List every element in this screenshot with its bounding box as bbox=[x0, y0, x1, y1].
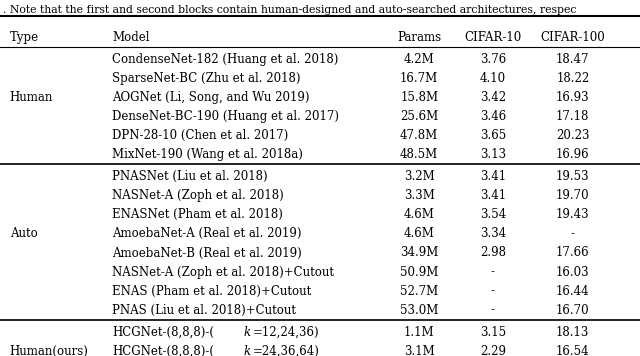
Text: 4.6M: 4.6M bbox=[404, 227, 435, 240]
Text: CondenseNet-182 (Huang et al. 2018): CondenseNet-182 (Huang et al. 2018) bbox=[112, 53, 339, 66]
Text: Params: Params bbox=[397, 31, 441, 44]
Text: Human(ours): Human(ours) bbox=[10, 345, 88, 356]
Text: CIFAR-10: CIFAR-10 bbox=[464, 31, 522, 44]
Text: 19.70: 19.70 bbox=[556, 189, 589, 202]
Text: 4.10: 4.10 bbox=[480, 72, 506, 85]
Text: 16.93: 16.93 bbox=[556, 91, 589, 104]
Text: 50.9M: 50.9M bbox=[400, 266, 438, 278]
Text: AmoebaNet-B (Real et al. 2019): AmoebaNet-B (Real et al. 2019) bbox=[112, 246, 301, 260]
Text: 34.9M: 34.9M bbox=[400, 246, 438, 260]
Text: 16.03: 16.03 bbox=[556, 266, 589, 278]
Text: -: - bbox=[571, 227, 575, 240]
Text: =24,36,64): =24,36,64) bbox=[253, 345, 320, 356]
Text: 3.1M: 3.1M bbox=[404, 345, 435, 356]
Text: 20.23: 20.23 bbox=[556, 129, 589, 142]
Text: PNAS (Liu et al. 2018)+Cutout: PNAS (Liu et al. 2018)+Cutout bbox=[112, 304, 296, 316]
Text: 3.13: 3.13 bbox=[480, 148, 506, 161]
Text: 2.29: 2.29 bbox=[480, 345, 506, 356]
Text: 1.1M: 1.1M bbox=[404, 325, 435, 339]
Text: 16.44: 16.44 bbox=[556, 284, 589, 298]
Text: 3.42: 3.42 bbox=[480, 91, 506, 104]
Text: 17.18: 17.18 bbox=[556, 110, 589, 123]
Text: AmoebaNet-A (Real et al. 2019): AmoebaNet-A (Real et al. 2019) bbox=[112, 227, 301, 240]
Text: 3.65: 3.65 bbox=[479, 129, 506, 142]
Text: 3.41: 3.41 bbox=[480, 189, 506, 202]
Text: 48.5M: 48.5M bbox=[400, 148, 438, 161]
Text: 16.7M: 16.7M bbox=[400, 72, 438, 85]
Text: 3.2M: 3.2M bbox=[404, 170, 435, 183]
Text: DPN-28-10 (Chen et al. 2017): DPN-28-10 (Chen et al. 2017) bbox=[112, 129, 288, 142]
Text: DenseNet-BC-190 (Huang et al. 2017): DenseNet-BC-190 (Huang et al. 2017) bbox=[112, 110, 339, 123]
Text: 15.8M: 15.8M bbox=[400, 91, 438, 104]
Text: 47.8M: 47.8M bbox=[400, 129, 438, 142]
Text: -: - bbox=[491, 284, 495, 298]
Text: AOGNet (Li, Song, and Wu 2019): AOGNet (Li, Song, and Wu 2019) bbox=[112, 91, 310, 104]
Text: PNASNet (Liu et al. 2018): PNASNet (Liu et al. 2018) bbox=[112, 170, 268, 183]
Text: -: - bbox=[491, 266, 495, 278]
Text: Auto: Auto bbox=[10, 227, 37, 240]
Text: CIFAR-100: CIFAR-100 bbox=[540, 31, 605, 44]
Text: 3.76: 3.76 bbox=[479, 53, 506, 66]
Text: 19.53: 19.53 bbox=[556, 170, 589, 183]
Text: 52.7M: 52.7M bbox=[400, 284, 438, 298]
Text: 53.0M: 53.0M bbox=[400, 304, 438, 316]
Text: ENAS (Pham et al. 2018)+Cutout: ENAS (Pham et al. 2018)+Cutout bbox=[112, 284, 311, 298]
Text: 3.34: 3.34 bbox=[479, 227, 506, 240]
Text: 19.43: 19.43 bbox=[556, 208, 589, 221]
Text: . Note that the first and second blocks contain human-designed and auto-searched: . Note that the first and second blocks … bbox=[3, 5, 577, 15]
Text: 18.47: 18.47 bbox=[556, 53, 589, 66]
Text: 18.22: 18.22 bbox=[556, 72, 589, 85]
Text: MixNet-190 (Wang et al. 2018a): MixNet-190 (Wang et al. 2018a) bbox=[112, 148, 303, 161]
Text: NASNet-A (Zoph et al. 2018): NASNet-A (Zoph et al. 2018) bbox=[112, 189, 284, 202]
Text: SparseNet-BC (Zhu et al. 2018): SparseNet-BC (Zhu et al. 2018) bbox=[112, 72, 301, 85]
Text: HCGNet-(8,8,8)-(: HCGNet-(8,8,8)-( bbox=[112, 345, 214, 356]
Text: 18.13: 18.13 bbox=[556, 325, 589, 339]
Text: Human: Human bbox=[10, 91, 53, 104]
Text: 16.54: 16.54 bbox=[556, 345, 589, 356]
Text: 3.54: 3.54 bbox=[479, 208, 506, 221]
Text: 3.41: 3.41 bbox=[480, 170, 506, 183]
Text: 4.2M: 4.2M bbox=[404, 53, 435, 66]
Text: 16.96: 16.96 bbox=[556, 148, 589, 161]
Text: 3.15: 3.15 bbox=[480, 325, 506, 339]
Text: 2.98: 2.98 bbox=[480, 246, 506, 260]
Text: k: k bbox=[244, 325, 251, 339]
Text: Type: Type bbox=[10, 31, 39, 44]
Text: 16.70: 16.70 bbox=[556, 304, 589, 316]
Text: 3.46: 3.46 bbox=[479, 110, 506, 123]
Text: ENASNet (Pham et al. 2018): ENASNet (Pham et al. 2018) bbox=[112, 208, 283, 221]
Text: 3.3M: 3.3M bbox=[404, 189, 435, 202]
Text: 4.6M: 4.6M bbox=[404, 208, 435, 221]
Text: NASNet-A (Zoph et al. 2018)+Cutout: NASNet-A (Zoph et al. 2018)+Cutout bbox=[112, 266, 334, 278]
Text: 25.6M: 25.6M bbox=[400, 110, 438, 123]
Text: k: k bbox=[244, 345, 251, 356]
Text: HCGNet-(8,8,8)-(: HCGNet-(8,8,8)-( bbox=[112, 325, 214, 339]
Text: Model: Model bbox=[112, 31, 150, 44]
Text: =12,24,36): =12,24,36) bbox=[253, 325, 319, 339]
Text: -: - bbox=[491, 304, 495, 316]
Text: 17.66: 17.66 bbox=[556, 246, 589, 260]
